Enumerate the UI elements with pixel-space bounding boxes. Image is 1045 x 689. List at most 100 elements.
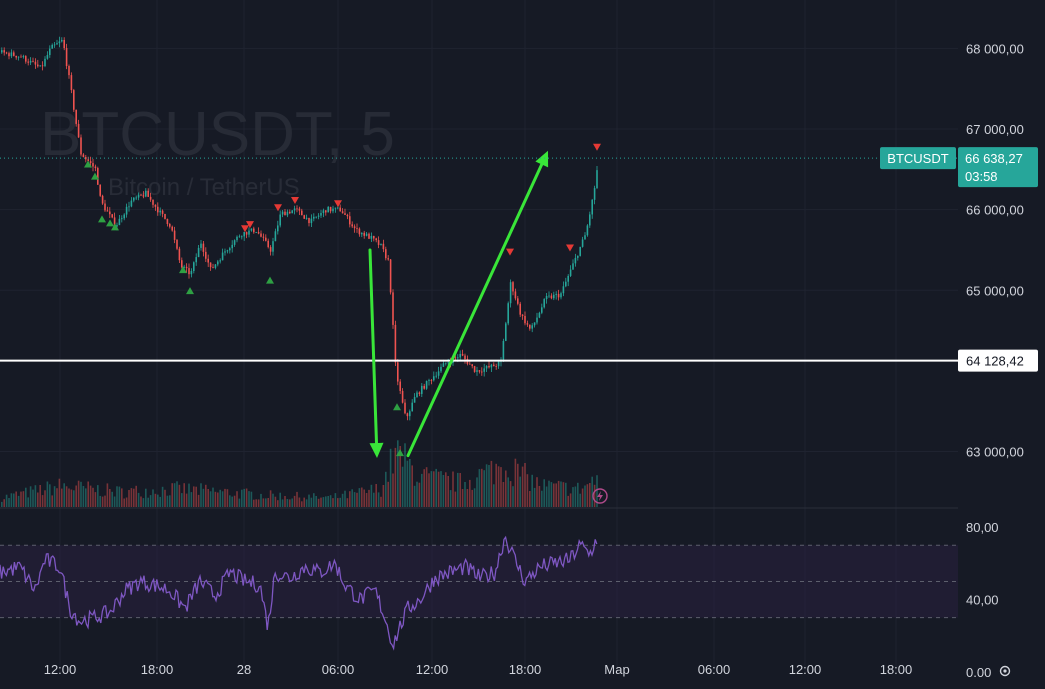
volume-bar [464, 482, 466, 507]
volume-bar [142, 498, 145, 507]
candle-body [593, 188, 596, 200]
volume-bar [61, 488, 63, 507]
time-axis-label: 18:00 [141, 662, 174, 677]
candle-body [493, 364, 495, 367]
candle-body [361, 232, 363, 235]
time-axis-label: 06:00 [322, 662, 355, 677]
volume-bar [329, 495, 332, 507]
volume-bar [123, 498, 125, 507]
price-axis-label: 67 000,00 [966, 122, 1024, 137]
candle-body [53, 44, 56, 46]
volume-bar [137, 492, 140, 507]
volume-bar [387, 481, 389, 507]
buy-signal-triangle [396, 449, 404, 457]
candle-body [142, 195, 145, 197]
trend-arrow-line[interactable] [368, 248, 378, 445]
trend-arrows[interactable] [368, 150, 549, 459]
candle-body [296, 208, 298, 210]
settings-gear-icon[interactable] [999, 665, 1011, 677]
volume-bar [274, 496, 277, 507]
candle-body [512, 282, 514, 292]
candle-body [368, 233, 370, 239]
trend-arrow-line[interactable] [406, 162, 544, 458]
volume-bar [243, 488, 245, 507]
candle-body [236, 236, 238, 241]
volume-bar [344, 490, 346, 507]
volume-bar [77, 480, 80, 507]
volume-bar [529, 491, 531, 507]
volume-bar [356, 492, 358, 507]
volume-bar [543, 479, 545, 507]
rsi-axis-label: 0.00 [966, 665, 991, 680]
trend-arrow-head[interactable] [535, 150, 549, 168]
sell-signal-triangle [241, 225, 249, 233]
rsi-line[interactable] [0, 535, 598, 651]
volume-bar [500, 467, 502, 507]
candle-body [476, 370, 478, 372]
volume-bar [586, 484, 589, 507]
volume-bar [409, 459, 411, 507]
candle-body [490, 364, 493, 368]
volume-bar [166, 495, 169, 507]
volume-bar [404, 443, 406, 507]
candle-body [541, 307, 543, 313]
sell-signal-triangle [246, 221, 254, 229]
rsi-pane[interactable] [0, 535, 958, 651]
candle-body [154, 204, 157, 207]
volume-bar [22, 491, 25, 507]
time-axis[interactable]: 12:00 18:00 28 06:00 12:00 18:00 Мар 06:00 12:00… [44, 662, 913, 677]
volume-bar [212, 487, 214, 507]
candle-body [567, 275, 569, 282]
volume-bar [34, 485, 37, 507]
candle-body [193, 262, 195, 272]
buy-signal-triangle [84, 160, 92, 168]
volume-bar [260, 493, 262, 507]
volume-bar [217, 492, 219, 507]
lightning-alert-icon[interactable] [592, 488, 608, 504]
volume-bar [231, 496, 233, 507]
time-axis-label: 06:00 [698, 662, 731, 677]
candle-body [233, 240, 236, 245]
candle-body [305, 217, 308, 219]
volume-bar [469, 479, 471, 507]
symbol-tag [880, 147, 956, 170]
candle-body [253, 228, 255, 233]
volume-bar [154, 493, 157, 507]
volume-bar [68, 488, 70, 507]
candle-body [51, 44, 53, 49]
volume-bar [447, 476, 449, 507]
candle-body [133, 197, 135, 201]
volume-bar [553, 483, 555, 507]
candle-body [418, 392, 421, 394]
price-axis[interactable]: 68 000,00 67 000,00 66 000,00 65 000,00 63 0… [966, 41, 1024, 680]
candle-body [217, 261, 219, 265]
candle-body [58, 41, 61, 44]
candle-body [301, 210, 303, 216]
candle-body [277, 225, 279, 232]
volume-bar [370, 484, 373, 507]
candle-body [298, 208, 301, 211]
volume-bar [58, 478, 61, 507]
volume-bar [284, 496, 286, 507]
price-candles[interactable] [1, 36, 598, 421]
volume-bar [15, 491, 17, 507]
volume-bar [473, 488, 476, 507]
volume-bar [277, 500, 279, 507]
volume-bar [413, 485, 416, 507]
volume-bar [75, 485, 77, 507]
volume-bars [1, 440, 598, 507]
volume-bar [380, 496, 382, 507]
candle-body [262, 236, 265, 238]
candle-body [399, 381, 401, 391]
trend-arrow-head[interactable] [369, 442, 384, 459]
candle-body [351, 224, 353, 227]
volume-bar [219, 489, 221, 507]
candle-body [464, 355, 466, 360]
volume-bar [178, 484, 181, 507]
volume-bar [442, 475, 445, 507]
buy-signal-triangle [179, 266, 187, 274]
candle-body [145, 190, 147, 197]
candle-body [245, 232, 248, 235]
